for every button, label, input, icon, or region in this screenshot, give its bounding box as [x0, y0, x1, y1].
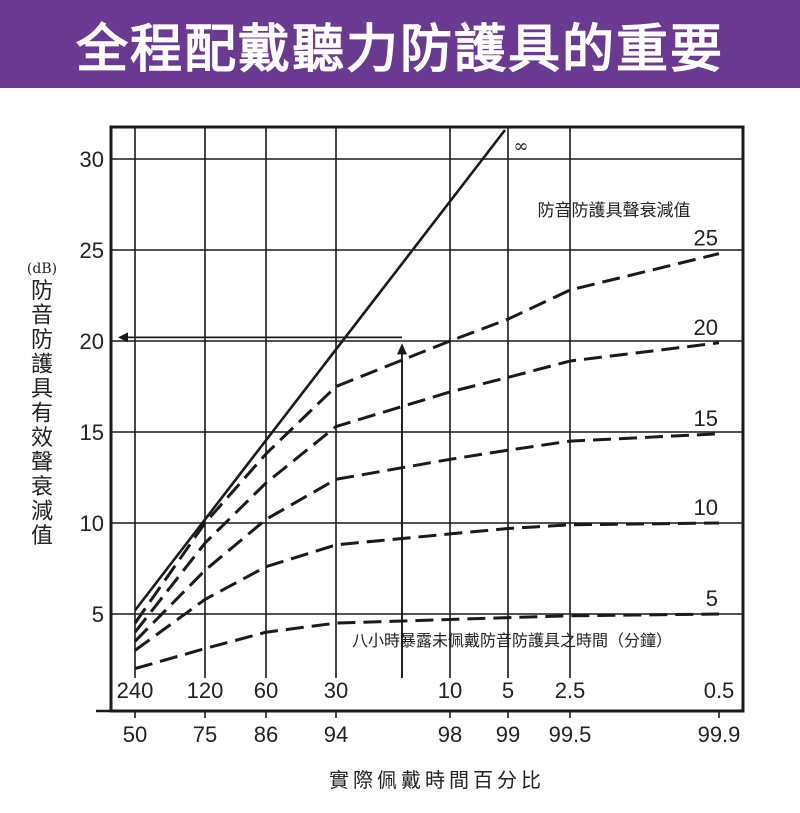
x-tick-label-percent: 99.5 [549, 722, 592, 747]
x-axis-label: 實際佩戴時間百分比 [329, 768, 545, 792]
y-axis-label-char: 有 [31, 402, 53, 427]
x-tick-label-minutes: 2.5 [555, 678, 586, 703]
x-tick-label-percent: 98 [438, 722, 462, 747]
y-tick-label: 10 [80, 511, 104, 536]
y-axis-label-char: 聲 [31, 451, 53, 476]
y-axis-label-char: 音 [31, 304, 53, 329]
x-tick-label-percent: 50 [123, 722, 147, 747]
x-tick-label-minutes: 30 [324, 678, 348, 703]
y-axis-label-char: 減 [31, 500, 53, 525]
y-axis-label-char: 具 [31, 377, 53, 402]
series-line-10 [134, 521, 720, 652]
y-axis-label-char: 衰 [31, 475, 53, 500]
x-tick-label-minutes: 0.5 [704, 678, 735, 703]
y-axis-label-char: 值 [31, 524, 53, 549]
y-axis-label-char: 防 [31, 328, 53, 353]
series-label: 25 [694, 226, 718, 251]
y-tick-label: 20 [80, 329, 104, 354]
x-tick-label-percent: 75 [193, 722, 217, 747]
x-tick-label-minutes: 60 [254, 678, 278, 703]
page-title: 全程配戴聽力防護具的重要 [75, 19, 724, 80]
legend-title: 防音防護具聲衰減值 [538, 201, 691, 221]
y-tick-label: 15 [80, 420, 104, 445]
x-tick-label-percent: 99.9 [698, 722, 741, 747]
series-line-20 [133, 341, 720, 634]
series-line-infinity [133, 129, 507, 612]
plot-frame [109, 125, 745, 713]
title-banner: 全程配戴聽力防護具的重要 [0, 0, 800, 88]
x-tick-label-percent: 99 [496, 722, 520, 747]
y-tick-label: 30 [80, 147, 104, 172]
annotation-arrowhead-up [397, 343, 407, 355]
series-line-15 [133, 432, 720, 643]
x-tick-label-minutes: 5 [502, 678, 514, 703]
series-label: 15 [694, 406, 718, 431]
y-tick-label: 5 [92, 602, 104, 627]
y-axis-label-char: 效 [31, 426, 53, 451]
x-tick-label-percent: 86 [254, 722, 278, 747]
x-tick-label-minutes: 10 [438, 678, 462, 703]
minutes-axis-label: 八小時暴露未佩戴防音防護具之時間（分鐘） [352, 631, 672, 650]
series-label: 20 [694, 315, 718, 340]
x-tick-label-minutes: 240 [117, 678, 154, 703]
series-label: 5 [706, 586, 718, 611]
x-tick-label-percent: 94 [324, 722, 348, 747]
series-line-25 [133, 252, 720, 624]
series-label: 10 [694, 495, 718, 520]
y-axis-label-char: 防 [31, 279, 53, 304]
x-tick-label-minutes: 120 [187, 678, 224, 703]
y-axis-label-char: 護 [31, 353, 53, 378]
series-line-5 [134, 612, 720, 671]
y-tick-label: 25 [80, 238, 104, 263]
y-unit-label: (dB) [27, 261, 57, 277]
annotation-arrowhead-left [118, 332, 128, 343]
infinity-label: ∞ [514, 136, 529, 157]
